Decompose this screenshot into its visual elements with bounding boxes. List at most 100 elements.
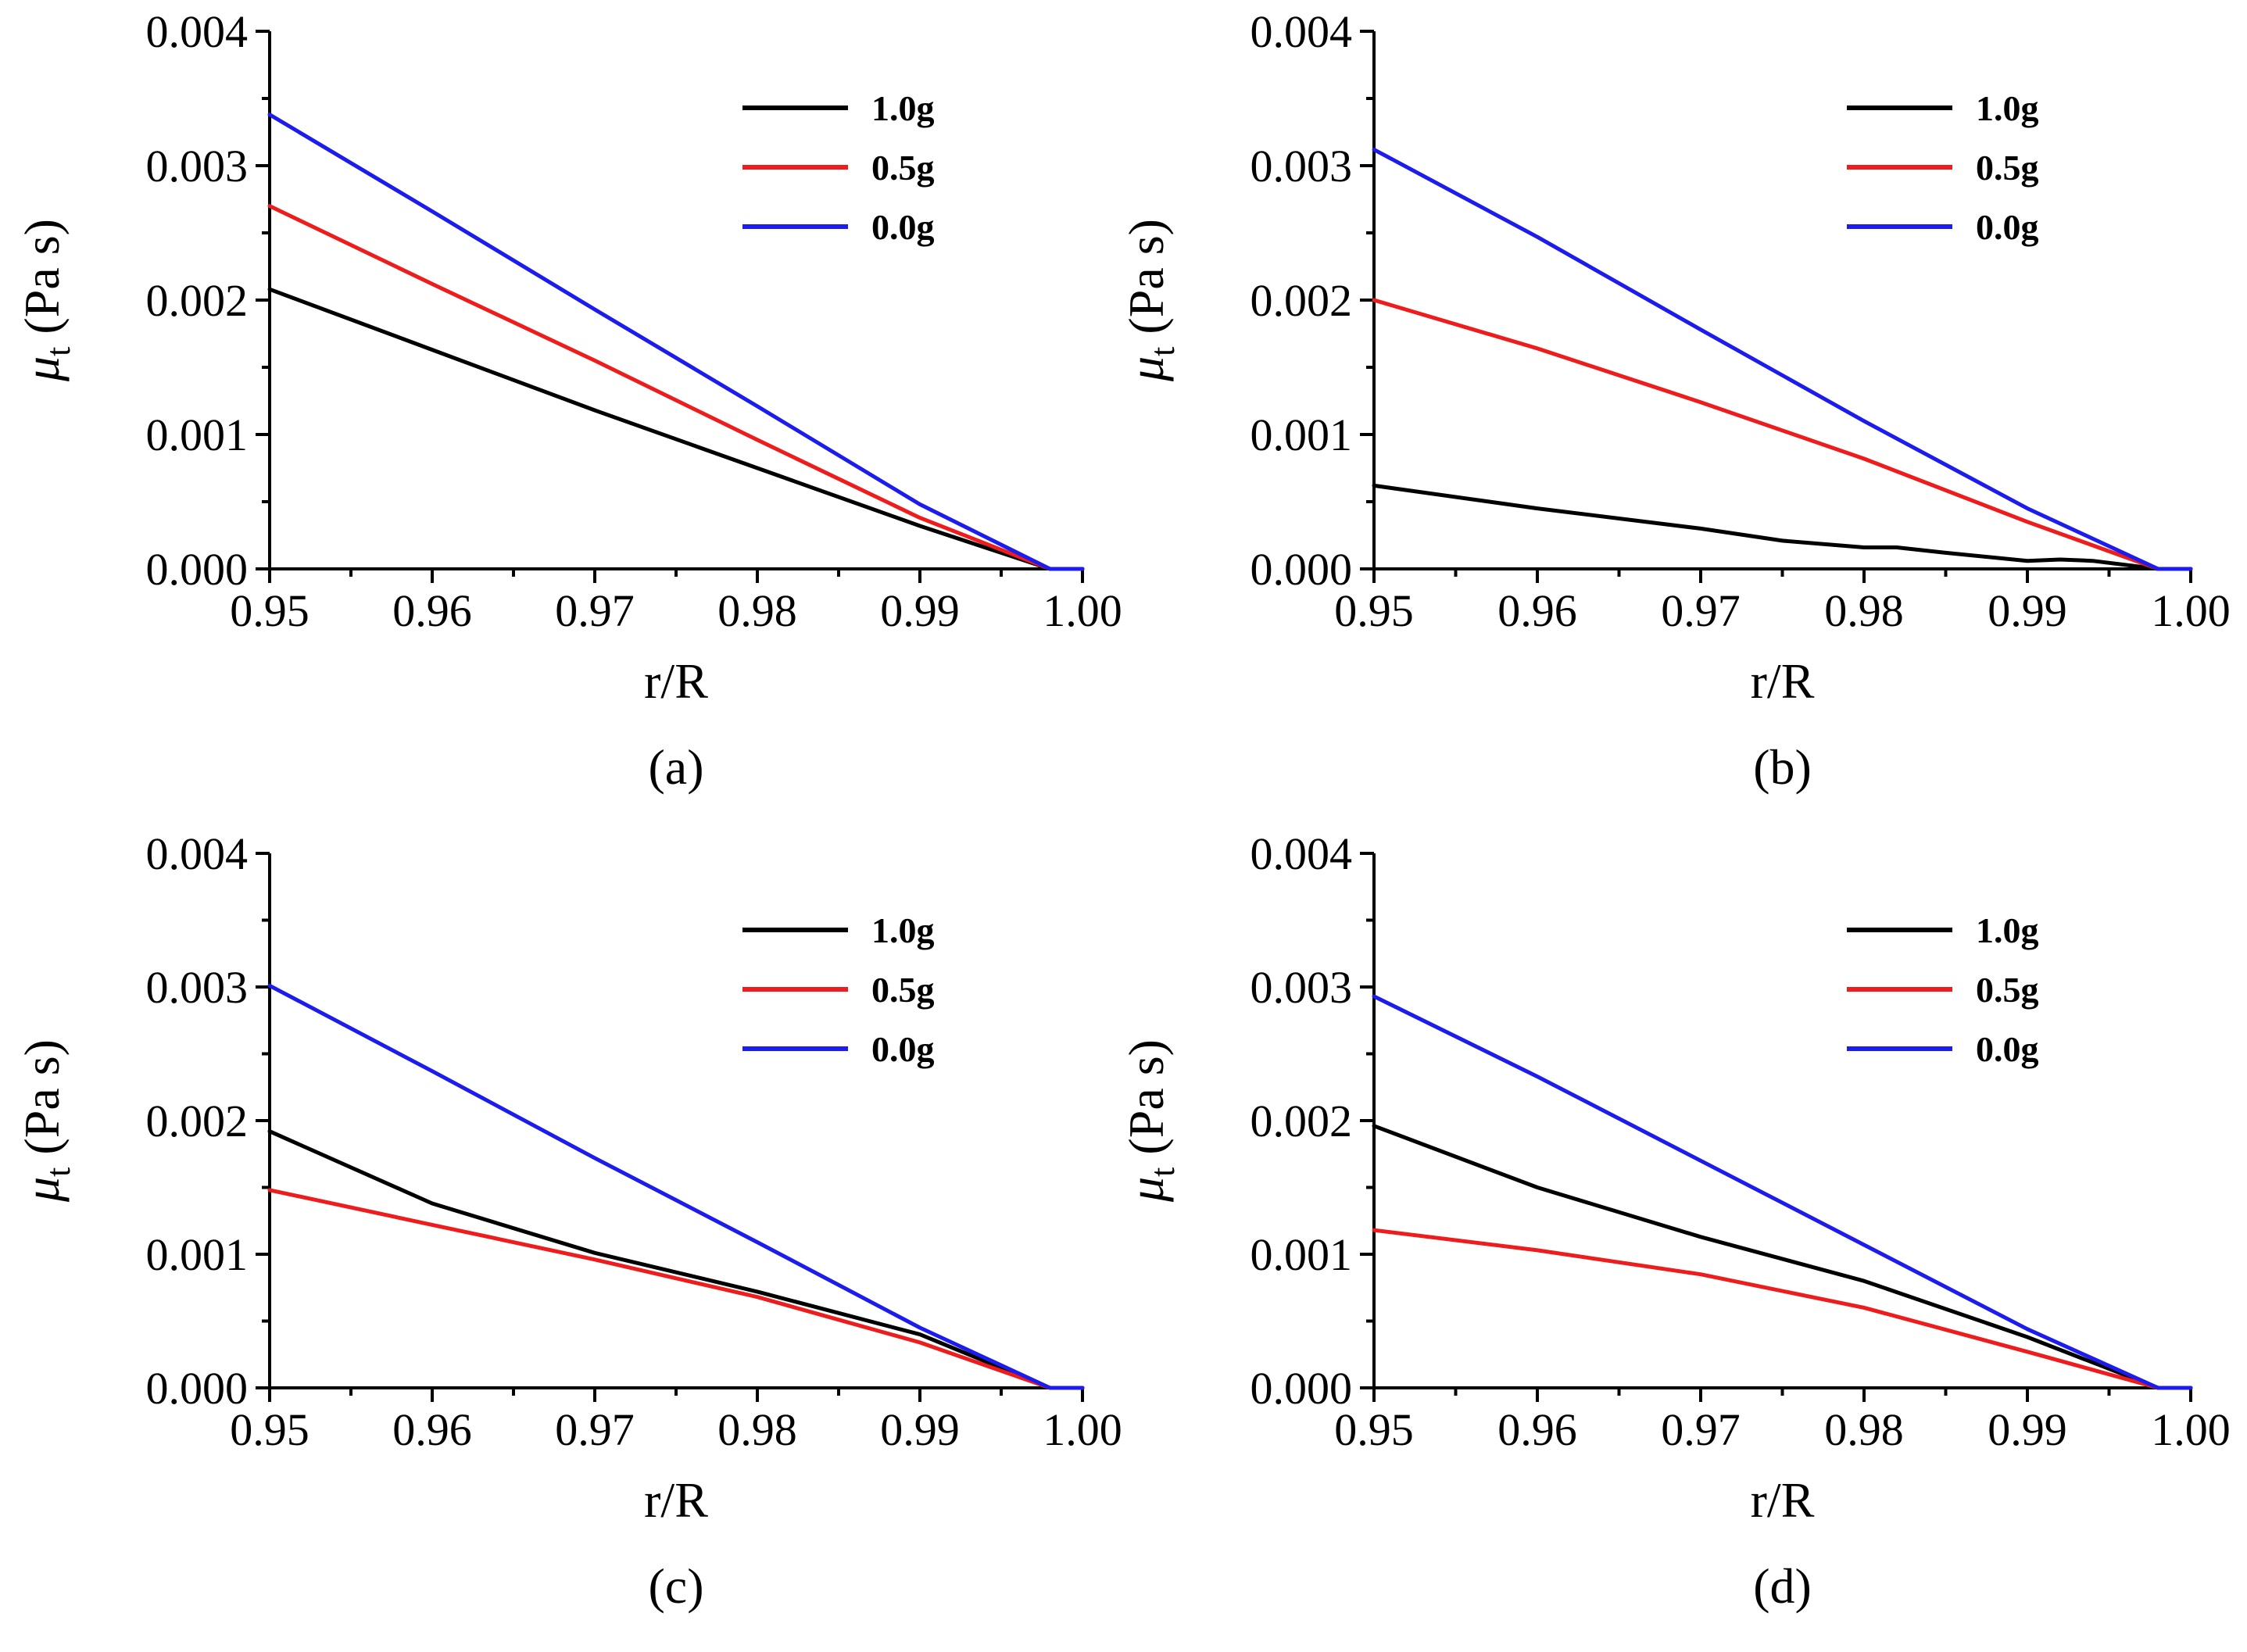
legend-item: 0.5g — [742, 148, 935, 188]
y-axis-symbol: μ — [1118, 356, 1174, 382]
x-tick-label: 0.98 — [1824, 1404, 1904, 1455]
x-tick-label: 1.00 — [2151, 1404, 2231, 1455]
chart-panel-d: 0.000 0.001 0.002 0.003 0.004 0.95 0.96 0.97 0.9… — [1118, 828, 2231, 1614]
y-axis-symbol: μ — [1118, 1177, 1174, 1203]
panel-label: (a) — [648, 739, 703, 795]
y-axis-symbol: μ — [14, 356, 70, 382]
x-axis-title: r/R — [644, 653, 708, 709]
panel-label: (c) — [648, 1558, 703, 1614]
y-axis-subscript: t — [1143, 1167, 1182, 1177]
legend-label: 0.5g — [871, 148, 935, 188]
x-axis-title: r/R — [1751, 1472, 1815, 1528]
x-tick-label: 0.95 — [1334, 1404, 1414, 1455]
panel-label: (b) — [1753, 739, 1812, 795]
series-line-0-0g — [1372, 147, 2193, 571]
chart-panel-c: 0.000 0.001 0.002 0.003 0.004 0.95 0.96 0.97 0.9… — [14, 828, 1122, 1614]
legend-label: 1.0g — [1976, 88, 2039, 128]
y-axis-unit: (Pa s) — [14, 219, 70, 334]
y-axis-title: μt (Pa s) — [1118, 1039, 1182, 1203]
y-axis-symbol: μ — [14, 1177, 70, 1203]
series-line-0-0g — [267, 983, 1085, 1390]
y-tick-label: 0.004 — [146, 828, 249, 879]
series-line-0-5g — [267, 1188, 1085, 1390]
x-tick-label: 0.96 — [1497, 585, 1577, 636]
y-tick-label: 0.000 — [146, 544, 249, 595]
y-tick-label: 0.000 — [1251, 544, 1353, 595]
y-tick-label: 0.003 — [146, 962, 249, 1013]
legend-item: 1.0g — [1847, 88, 2039, 128]
legend-label: 0.5g — [1976, 970, 2039, 1010]
x-tick-label: 0.97 — [555, 585, 635, 636]
x-tick-label: 0.96 — [392, 585, 472, 636]
series-line-0-0g — [1372, 994, 2193, 1390]
legend-label: 1.0g — [871, 88, 935, 128]
series-line-0-5g — [1372, 1228, 2193, 1390]
legend-label: 0.5g — [871, 970, 935, 1010]
x-tick-label: 1.00 — [1043, 585, 1122, 636]
y-axis-subscript: t — [39, 1167, 77, 1177]
y-tick-label: 0.004 — [1251, 828, 1353, 879]
x-tick-label: 0.98 — [717, 585, 797, 636]
legend-item: 0.0g — [742, 1029, 935, 1069]
legend-label: 0.0g — [1976, 1029, 2039, 1069]
y-tick-label: 0.001 — [146, 1229, 249, 1280]
legend-item: 0.5g — [742, 970, 935, 1010]
x-tick-label: 0.97 — [1661, 1404, 1741, 1455]
legend-item: 1.0g — [1847, 910, 2039, 950]
y-tick-label: 0.003 — [146, 141, 249, 191]
series-line-1-0g — [1372, 483, 2193, 571]
y-tick-label: 0.002 — [1251, 275, 1353, 326]
y-axis-unit: (Pa s) — [1118, 1039, 1174, 1155]
y-axis-unit: (Pa s) — [1118, 219, 1174, 334]
chart-panel-b: 0.000 0.001 0.002 0.003 0.004 0.95 0.96 0.97 0.9… — [1118, 6, 2231, 795]
x-tick-label: 0.99 — [1988, 1404, 2067, 1455]
chart-panel-a: 0.000 0.001 0.002 0.003 0.004 0.95 0.96 0.97 0.9… — [14, 6, 1122, 795]
x-axis-title: r/R — [644, 1472, 708, 1528]
y-tick-label: 0.000 — [1251, 1363, 1353, 1414]
legend-label: 0.0g — [1976, 207, 2039, 247]
legend-item: 0.0g — [742, 207, 935, 247]
x-tick-label: 0.96 — [392, 1404, 472, 1455]
y-tick-label: 0.003 — [1251, 962, 1353, 1013]
y-tick-label: 0.001 — [1251, 409, 1353, 460]
legend-label: 0.0g — [871, 207, 935, 247]
y-tick-label: 0.002 — [1251, 1096, 1353, 1146]
legend-item: 1.0g — [742, 910, 935, 950]
legend-label: 0.0g — [871, 1029, 935, 1069]
y-axis-subscript: t — [39, 347, 77, 356]
y-tick-label: 0.000 — [146, 1363, 249, 1414]
series-line-0-5g — [267, 204, 1085, 571]
x-tick-label: 0.95 — [230, 1404, 309, 1455]
legend-item: 0.0g — [1847, 1029, 2039, 1069]
y-axis-unit: (Pa s) — [14, 1039, 70, 1155]
y-tick-label: 0.004 — [1251, 6, 1353, 57]
x-tick-label: 1.00 — [2151, 585, 2231, 636]
legend-label: 0.5g — [1976, 148, 2039, 188]
x-tick-label: 0.98 — [717, 1404, 797, 1455]
x-tick-label: 0.99 — [880, 585, 960, 636]
legend-item: 0.0g — [1847, 207, 2039, 247]
x-axis-title: r/R — [1751, 653, 1815, 709]
x-tick-label: 0.95 — [230, 585, 309, 636]
y-tick-label: 0.003 — [1251, 141, 1353, 191]
legend-item: 0.5g — [1847, 970, 2039, 1010]
y-tick-label: 0.001 — [146, 409, 249, 460]
legend-label: 1.0g — [871, 910, 935, 950]
x-tick-label: 1.00 — [1043, 1404, 1122, 1455]
x-tick-label: 0.97 — [1661, 585, 1741, 636]
x-tick-label: 0.97 — [555, 1404, 635, 1455]
x-tick-label: 0.95 — [1334, 585, 1414, 636]
legend-item: 0.5g — [1847, 148, 2039, 188]
y-tick-label: 0.001 — [1251, 1229, 1353, 1280]
series-line-1-0g — [267, 287, 1085, 571]
y-axis-title: μt (Pa s) — [14, 1039, 77, 1203]
y-tick-label: 0.004 — [146, 6, 249, 57]
y-axis-title: μt (Pa s) — [14, 219, 77, 382]
y-tick-label: 0.002 — [146, 1096, 249, 1146]
legend-item: 1.0g — [742, 88, 935, 128]
x-tick-label: 0.99 — [880, 1404, 960, 1455]
x-tick-label: 0.98 — [1824, 585, 1904, 636]
legend-label: 1.0g — [1976, 910, 2039, 950]
x-tick-label: 0.96 — [1497, 1404, 1577, 1455]
